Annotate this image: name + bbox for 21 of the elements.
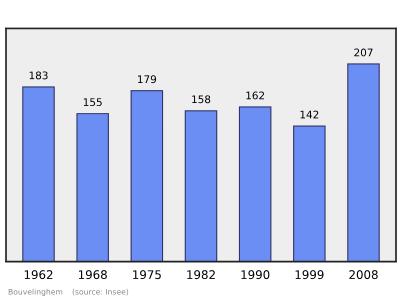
data-label: 162: [246, 91, 264, 100]
bar: [184, 110, 218, 262]
x-tick-label: 1982: [187, 270, 215, 280]
bar: [130, 90, 164, 262]
data-label: 207: [354, 48, 373, 56]
bar: [293, 125, 326, 262]
x-tick-label: 1999: [296, 270, 324, 280]
x-tick-label: 1990: [241, 270, 270, 280]
bar: [76, 113, 109, 262]
bar: [22, 86, 55, 262]
x-tick-label: 1968: [78, 270, 107, 280]
data-label: 179: [138, 75, 156, 84]
data-label: 158: [192, 95, 210, 104]
x-tick-label: 1962: [24, 270, 52, 280]
bar: [347, 63, 380, 262]
data-label: 155: [84, 98, 102, 106]
bar: [238, 106, 272, 262]
data-label: 142: [300, 110, 318, 118]
x-tick-label: 1975: [133, 270, 161, 280]
data-label: 183: [30, 71, 48, 80]
x-tick-label: 2008: [349, 270, 378, 280]
